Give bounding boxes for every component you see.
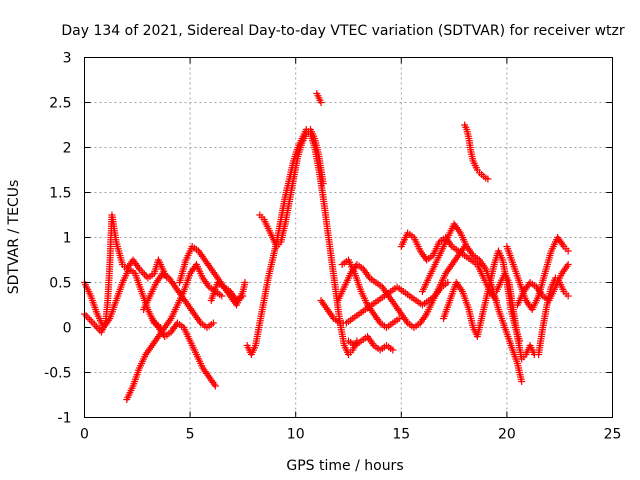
axis-ticks: 0 5 10 15 20 25 -1 -0.5 0 0.5 1 1.5 2 2.5 3 bbox=[44, 51, 621, 443]
series-arc-2 bbox=[81, 211, 171, 336]
chart-title: Day 134 of 2021, Sidereal Day-to-day VTE… bbox=[61, 23, 625, 39]
data-point bbox=[94, 324, 102, 332]
series-arc-21 bbox=[513, 261, 572, 309]
data-point bbox=[87, 317, 95, 325]
data-points bbox=[81, 90, 572, 403]
y-tick-label: 1.5 bbox=[49, 186, 71, 202]
series-arc-14 bbox=[338, 256, 403, 331]
data-point bbox=[564, 292, 572, 300]
y-axis-label: SDTVAR / TECUs bbox=[6, 180, 22, 295]
data-point bbox=[218, 292, 226, 300]
data-point bbox=[564, 247, 572, 255]
x-tick-label: 25 bbox=[604, 427, 622, 443]
data-point bbox=[84, 314, 92, 322]
data-point bbox=[211, 382, 219, 390]
grid-lines bbox=[84, 57, 613, 418]
y-tick-label: 0.5 bbox=[49, 276, 71, 292]
series-arc-12 bbox=[334, 243, 469, 331]
data-point bbox=[484, 175, 492, 183]
x-axis-label: GPS time / hours bbox=[286, 458, 403, 474]
data-point bbox=[518, 378, 526, 385]
series-arc-4 bbox=[148, 315, 219, 390]
series-arc-18 bbox=[461, 121, 492, 183]
data-point bbox=[91, 321, 99, 329]
y-tick-label: -0.5 bbox=[44, 366, 71, 382]
data-point bbox=[139, 269, 147, 277]
data-point bbox=[395, 315, 403, 322]
y-tick-label: -1 bbox=[58, 411, 72, 427]
data-point bbox=[92, 323, 100, 331]
data-point bbox=[209, 319, 217, 327]
y-tick-label: 2.5 bbox=[49, 96, 71, 112]
data-point bbox=[564, 261, 572, 268]
series-arc-11 bbox=[317, 279, 452, 327]
data-point bbox=[89, 319, 97, 327]
data-point bbox=[317, 99, 325, 106]
x-tick-label: 0 bbox=[80, 427, 89, 443]
data-point bbox=[319, 180, 327, 187]
data-point bbox=[82, 312, 90, 320]
series-arc-10 bbox=[313, 90, 325, 106]
series-arc-19 bbox=[492, 270, 572, 363]
data-point bbox=[86, 315, 94, 323]
series-arc-9 bbox=[256, 126, 327, 250]
y-tick-label: 1 bbox=[63, 231, 72, 247]
series-arc-7 bbox=[207, 279, 249, 309]
y-tick-label: 0 bbox=[63, 321, 72, 337]
data-point bbox=[389, 346, 397, 354]
y-tick-label: 2 bbox=[63, 141, 72, 157]
x-tick-label: 10 bbox=[287, 427, 305, 443]
series-arc-5 bbox=[140, 270, 217, 331]
data-point bbox=[241, 279, 249, 286]
series-arc-13 bbox=[345, 333, 397, 354]
x-tick-label: 20 bbox=[498, 427, 516, 443]
y-tick-label: 3 bbox=[63, 51, 72, 67]
series-arc-6 bbox=[176, 243, 247, 304]
x-tick-label: 5 bbox=[186, 427, 195, 443]
data-point bbox=[444, 279, 452, 286]
plot-frame bbox=[84, 57, 613, 418]
x-tick-label: 15 bbox=[392, 427, 410, 443]
